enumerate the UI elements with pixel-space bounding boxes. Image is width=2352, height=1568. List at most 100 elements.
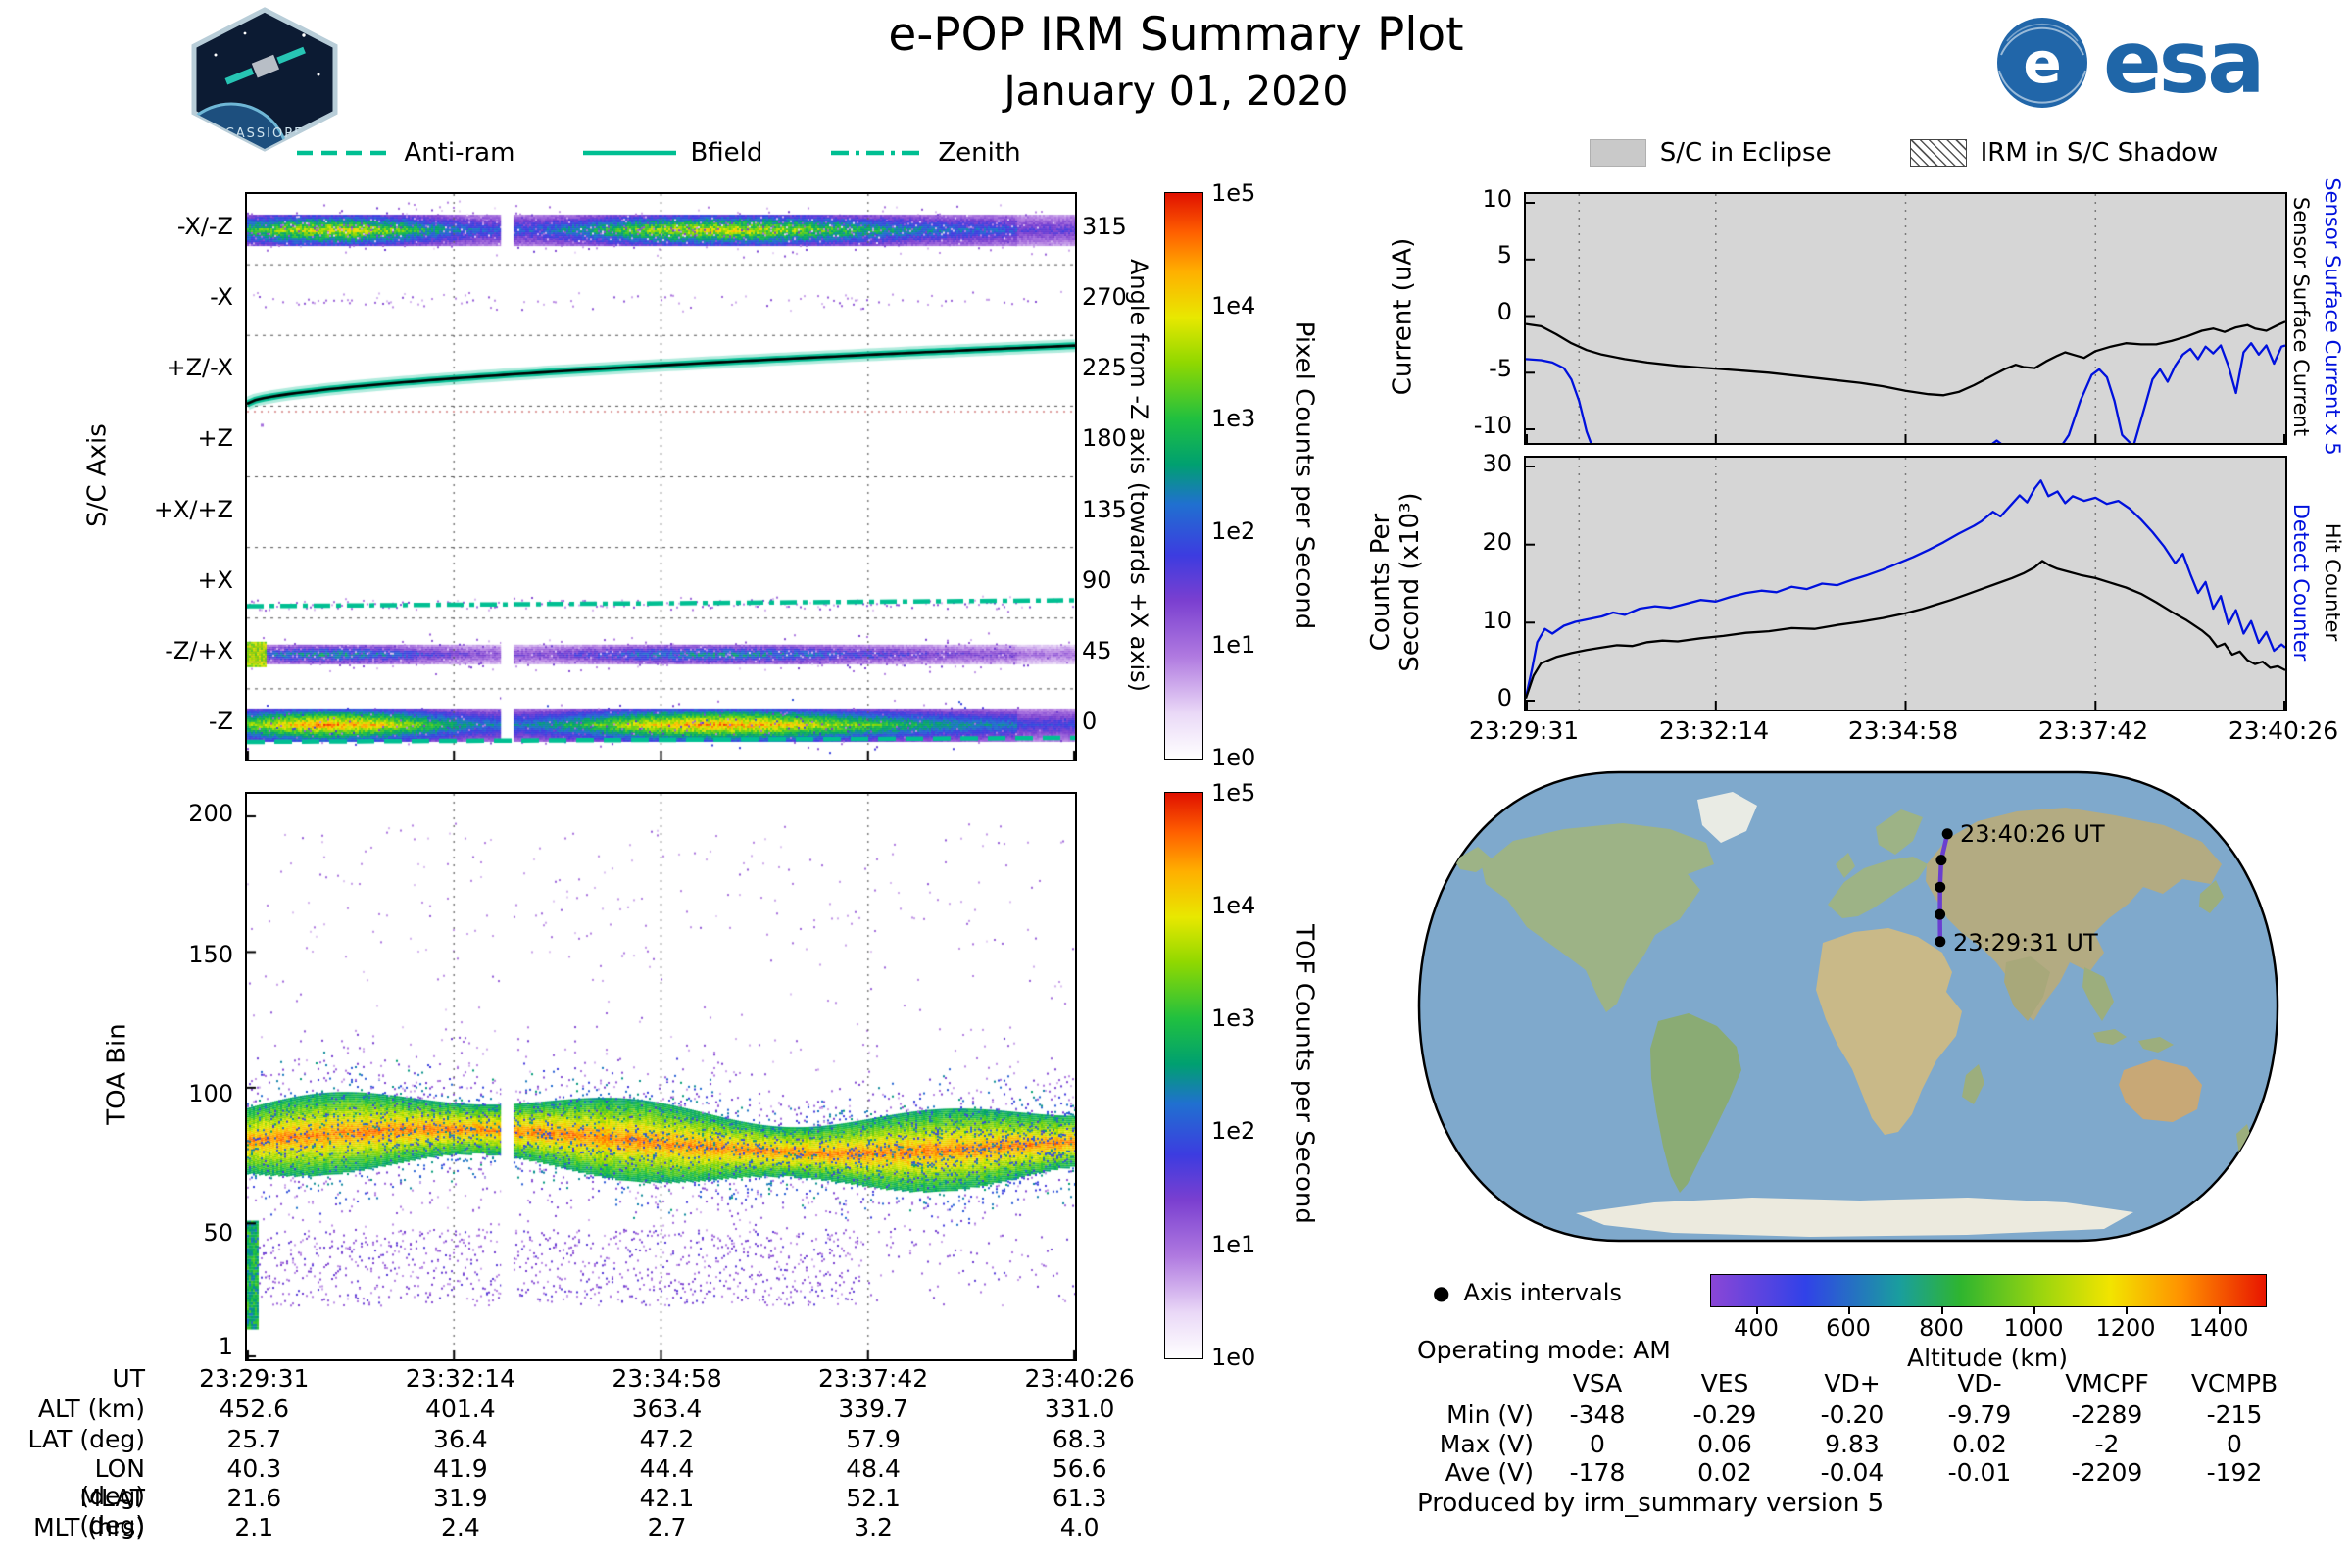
hit-counter-label: Hit Counter: [2321, 522, 2344, 642]
legend-item-zenith: Zenith: [831, 139, 1021, 168]
voltage-value: 0.02: [1697, 1458, 1752, 1487]
voltage-value: -2: [2094, 1430, 2120, 1458]
alt-value: 452.6: [219, 1395, 290, 1423]
counts-ylabel-line2: Second (x10³): [1396, 492, 1425, 672]
sensor-surface-current-label: Sensor Surface Current: [2289, 196, 2313, 437]
colorbar-tick: 1e1: [1211, 631, 1256, 659]
toa-spectrogram-panel: [245, 792, 1077, 1361]
voltage-value: -2209: [2071, 1458, 2143, 1487]
angle-tick: 135: [1082, 496, 1127, 523]
legend-bfield-label: Bfield: [690, 138, 763, 168]
colorbar-tick: 1e4: [1211, 292, 1256, 319]
toa-bin-ylabel: TOA Bin: [102, 1023, 132, 1125]
counts-plot: [1526, 458, 2285, 710]
voltage-value: -2289: [2071, 1400, 2143, 1429]
table-row-mlt: MLT (hrs) 2.1 2.4 2.7 3.2 4.0: [27, 1514, 1184, 1542]
altitude-tickmark: [2034, 1307, 2035, 1314]
ut-value: 23:29:31: [199, 1364, 310, 1393]
voltage-value: 0.06: [1697, 1430, 1752, 1458]
axis-intervals-label: Axis intervals: [1463, 1279, 1622, 1306]
voltage-value: -0.01: [1947, 1458, 2012, 1487]
right-xtick: 23:37:42: [2037, 716, 2149, 745]
sc-axis-category: +Z/-X: [166, 354, 233, 381]
voltage-value: -348: [1569, 1400, 1626, 1429]
current-plot: [1526, 194, 2285, 443]
altitude-tick: 1200: [2095, 1314, 2156, 1342]
lat-value: 57.9: [846, 1425, 901, 1453]
track-start-annotation: 23:29:31 UT: [1953, 929, 2098, 956]
altitude-tickmark: [1941, 1307, 1943, 1314]
lon-value: 41.9: [433, 1454, 488, 1483]
esa-globe-icon: e: [1997, 18, 2087, 108]
angle-tick: 315: [1082, 213, 1127, 240]
lat-value: 47.2: [639, 1425, 695, 1453]
voltage-value: -192: [2206, 1458, 2263, 1487]
angle-tick: 90: [1082, 566, 1112, 594]
mlt-value: 3.2: [854, 1513, 893, 1542]
esa-logo: e esa: [1995, 12, 2309, 114]
mlat-value: 52.1: [846, 1484, 901, 1512]
altitude-label: Altitude (km): [1907, 1344, 2068, 1372]
colorbar-tick: 1e2: [1211, 1117, 1256, 1145]
legend-item-eclipse: S/C in Eclipse: [1589, 138, 1832, 168]
voltage-col: VMCPF: [2065, 1369, 2149, 1397]
colorbar-tick: 1e1: [1211, 1231, 1256, 1258]
alt-value: 363.4: [631, 1395, 703, 1423]
row-label: MLT (hrs): [33, 1513, 145, 1542]
angle-tick: 0: [1082, 708, 1098, 735]
row-label: MLAT (deg): [79, 1484, 145, 1540]
voltage-header-row: VSA VES VD+ VD- VMCPF VCMPB: [1416, 1370, 2308, 1397]
row-label: Max (V): [1439, 1430, 1534, 1458]
lat-value: 68.3: [1052, 1425, 1107, 1453]
voltage-col: VCMPB: [2190, 1369, 2278, 1397]
table-row-ut: UT 23:29:31 23:32:14 23:34:58 23:37:42 2…: [27, 1365, 1184, 1393]
toa-ytick: 50: [203, 1219, 233, 1247]
voltage-min-row: Min (V) -348 -0.29 -0.20 -9.79 -2289 -21…: [1416, 1401, 2308, 1429]
title-block: e-POP IRM Summary Plot January 01, 2020: [686, 8, 1666, 115]
voltage-value: 0: [1590, 1430, 1605, 1458]
angle-axis-label: Angle from -Z axis (towards +X axis): [1125, 258, 1153, 693]
sc-axis-spectrogram-panel: [245, 192, 1077, 761]
sc-axis-ylabel: S/C Axis: [82, 423, 113, 527]
zenith-dashdot-line-icon: [831, 151, 925, 156]
row-label: [1416, 1370, 1534, 1397]
mlat-value: 31.9: [433, 1484, 488, 1512]
sc-axis-category: -X/-Z: [176, 213, 233, 240]
sc-axis-category: -Z: [208, 708, 233, 735]
mlt-value: 2.4: [441, 1513, 480, 1542]
ut-value: 23:32:14: [405, 1364, 516, 1393]
current-ytick: -5: [1489, 355, 1512, 382]
counts-ylabel-line1: Counts Per: [1366, 513, 1396, 652]
pixel-counts-colorbar: [1164, 192, 1203, 760]
mlat-value: 61.3: [1052, 1484, 1107, 1512]
voltage-max-row: Max (V) 0 0.06 9.83 0.02 -2 0: [1416, 1431, 2308, 1458]
eclipse-label: S/C in Eclipse: [1659, 138, 1832, 168]
legend-antiram-label: Anti-ram: [404, 138, 515, 168]
ut-value: 23:37:42: [817, 1364, 929, 1393]
altitude-tickmark: [1848, 1307, 1850, 1314]
counts-ytick: 20: [1482, 528, 1512, 556]
voltage-value: 0.02: [1952, 1430, 2007, 1458]
voltage-value: -178: [1569, 1458, 1626, 1487]
lat-value: 25.7: [226, 1425, 282, 1453]
colorbar-tick: 1e4: [1211, 892, 1256, 919]
counts-plot-panel: [1524, 456, 2287, 711]
toa-ytick: 1: [218, 1333, 233, 1360]
voltage-value: -215: [2206, 1400, 2263, 1429]
lon-value: 56.6: [1052, 1454, 1107, 1483]
row-label: Min (V): [1446, 1400, 1534, 1429]
current-ytick: 0: [1496, 298, 1512, 325]
toa-ytick: 100: [188, 1080, 233, 1107]
axis-interval-dot-icon: ●: [1433, 1281, 1450, 1305]
altitude-tickmark: [2219, 1307, 2221, 1314]
lon-value: 48.4: [846, 1454, 901, 1483]
operating-mode: Operating mode: AM: [1417, 1336, 1671, 1364]
voltage-col: VES: [1700, 1369, 1749, 1397]
cassiope-patch-icon: CASSIOPE: [191, 7, 338, 152]
colorbar-tick: 1e3: [1211, 1004, 1256, 1032]
row-label: UT: [112, 1364, 145, 1393]
shadow-hatch-swatch-icon: [1909, 139, 1967, 168]
angle-tick: 225: [1082, 354, 1127, 381]
cassiope-patch-label: CASSIOPE: [225, 126, 305, 141]
alt-value: 401.4: [425, 1395, 496, 1423]
